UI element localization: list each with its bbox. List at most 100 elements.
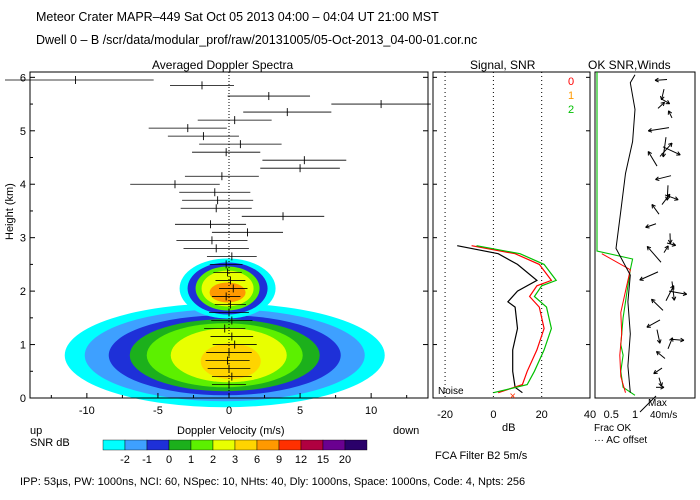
- y-tick-label: 1: [20, 340, 26, 352]
- wind-vector-arrow: [645, 223, 657, 228]
- wind-vector-arrow: [662, 137, 667, 158]
- wind-arrowhead: [674, 199, 679, 201]
- wind-arrowhead: [658, 383, 662, 387]
- label-down: down: [393, 425, 420, 437]
- winds-x-tick-label: 0.5: [604, 409, 619, 421]
- wind-arrowhead: [680, 339, 685, 343]
- wind-arrowhead: [677, 151, 681, 156]
- snr-x-tick-label: 20: [536, 409, 548, 421]
- ac-offset-label: ··· AC offset: [594, 435, 648, 446]
- snr-series-line-2: [476, 245, 558, 394]
- wind-vector-arrow: [657, 101, 665, 109]
- wind-arrowhead: [647, 245, 652, 249]
- wind-arrowhead: [669, 239, 673, 244]
- wind-vector-arrow: [661, 88, 665, 100]
- wind-arrowhead: [669, 337, 673, 341]
- wind-vector-arrow: [653, 367, 663, 375]
- colorbar-swatch: [278, 439, 302, 451]
- x-axis-label: Doppler Velocity (m/s): [177, 425, 285, 437]
- snr-series-line-1: [471, 245, 553, 394]
- colorbar-value-label: 6: [254, 454, 260, 466]
- wind-vector-arrow: [639, 271, 659, 281]
- header-dwell: Dwell 0 – B /scr/data/modular_prof/raw/2…: [36, 33, 478, 47]
- wind-arrowhead: [668, 110, 673, 114]
- wind-arrowhead: [646, 323, 650, 328]
- wind-vector-arrow: [651, 298, 664, 311]
- snr-x-tick-label: 40: [584, 409, 596, 421]
- label-up: up: [30, 425, 43, 437]
- ac-offset-red-line: [601, 253, 631, 393]
- wind-arrowhead: [651, 299, 654, 304]
- wind-arrowhead: [671, 244, 676, 247]
- colorbar-value-label: -1: [142, 454, 152, 466]
- wind-arrowhead: [639, 276, 643, 281]
- snr-title: Signal, SNR: [470, 58, 536, 72]
- wind-arrowhead: [670, 142, 673, 148]
- wind-vector-arrow: [651, 204, 660, 215]
- colorbar-swatch: [102, 439, 126, 451]
- wind-vector-arrow: [663, 245, 669, 253]
- wind-arrowhead: [660, 386, 665, 390]
- wind-arrowhead: [666, 196, 670, 201]
- wind-arrowhead: [656, 351, 661, 353]
- colorbar-swatch: [300, 439, 324, 451]
- footer-params: IPP: 53µs, PW: 1000ns, NCI: 60, NSpec: 1…: [20, 476, 526, 488]
- x-tick-label: -10: [79, 405, 95, 417]
- x-tick-label: -5: [153, 405, 163, 417]
- wind-vector-arrow: [668, 110, 673, 119]
- wind-vector-arrow: [660, 98, 670, 105]
- wind-arrowhead: [670, 285, 674, 289]
- wind-arrowhead: [651, 203, 656, 207]
- snr-noise-mark: ×: [509, 390, 515, 402]
- wind-vector-arrow: [656, 351, 666, 359]
- wind-arrowhead: [680, 337, 685, 341]
- max-speed-arrow: [639, 395, 657, 413]
- fca-label: FCA Filter B2 5m/s: [435, 450, 528, 462]
- wind-arrowhead: [654, 77, 659, 81]
- y-tick-label: 4: [20, 179, 26, 191]
- wind-vector-arrow: [668, 290, 687, 295]
- ac-offset-black-line: [615, 74, 636, 393]
- colorbar-value-label: 20: [339, 454, 351, 466]
- wind-vector-arrow: [666, 185, 669, 201]
- wind-arrowhead: [659, 95, 663, 100]
- header-title: Meteor Crater MAPR–449 Sat Oct 05 2013 0…: [36, 10, 439, 24]
- wind-vector-arrow: [647, 151, 658, 167]
- wind-arrowhead: [645, 226, 650, 229]
- winds-x-tick-label: 1: [632, 409, 638, 421]
- wind-arrowhead: [653, 369, 656, 374]
- x-tick-label: 0: [226, 405, 232, 417]
- wind-arrowhead: [648, 130, 653, 133]
- y-tick-label: 2: [20, 286, 26, 298]
- colorbar-swatch: [256, 439, 280, 451]
- wind-arrowhead: [659, 339, 662, 344]
- colorbar-swatch: [146, 439, 170, 451]
- wind-arrowhead: [661, 96, 665, 101]
- wind-arrowhead: [682, 293, 687, 296]
- wind-arrowhead: [668, 142, 673, 145]
- wind-vector-arrow: [658, 377, 663, 387]
- max-label: Max: [648, 398, 667, 409]
- colorbar-value-label: -2: [120, 454, 130, 466]
- snr-frame: [432, 71, 591, 399]
- colorbar-swatch: [344, 439, 368, 451]
- wind-arrowhead: [662, 153, 667, 158]
- wind-arrowhead: [683, 291, 688, 295]
- colorbar-swatch: [190, 439, 214, 451]
- wind-arrowhead: [647, 151, 652, 154]
- winds-title: OK SNR,Winds: [588, 58, 671, 72]
- wind-arrowhead: [673, 296, 677, 301]
- wind-arrowhead: [647, 128, 652, 132]
- colorbar-value-label: 2: [210, 454, 216, 466]
- noise-label: Noise: [438, 386, 464, 397]
- winds-frame: [594, 71, 696, 399]
- colorbar-swatch: [124, 439, 148, 451]
- max-speed-label: 40m/s: [650, 410, 678, 421]
- wind-vector-arrow: [654, 78, 668, 81]
- frac-ok-label: Frac OK: [594, 423, 632, 434]
- colorbar-value-label: 12: [295, 454, 307, 466]
- wind-arrowhead: [646, 246, 649, 251]
- wind-arrowhead: [651, 204, 653, 209]
- colorbar-value-label: 1: [188, 454, 194, 466]
